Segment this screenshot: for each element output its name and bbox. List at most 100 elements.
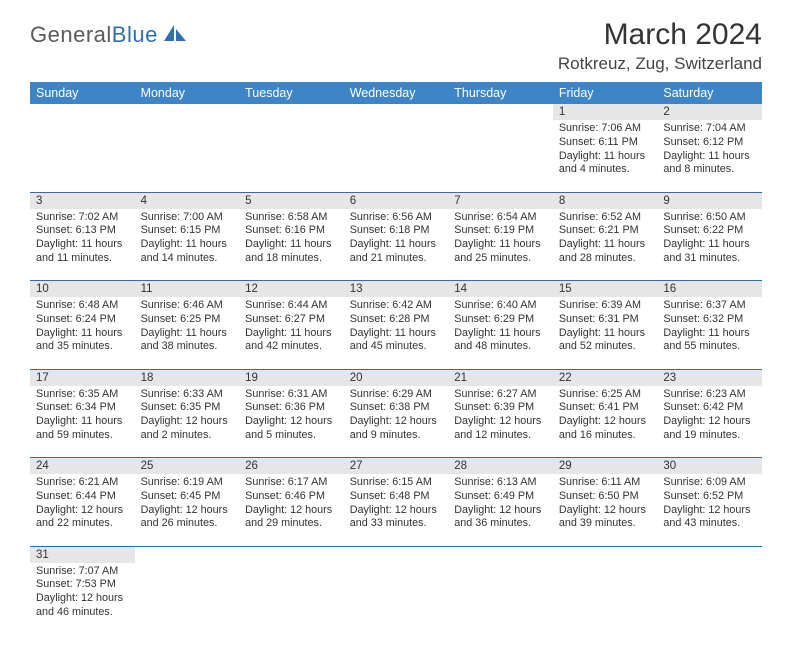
day-body-cell: Sunrise: 6:23 AMSunset: 6:42 PMDaylight:… [657,386,762,458]
day-number-cell: 16 [657,281,762,298]
day-body-cell [239,120,344,192]
day-number-cell: 15 [553,281,658,298]
day-number-cell: 22 [553,369,658,386]
sunrise-text: Sunrise: 6:25 AM [559,388,652,402]
day-detail: Sunrise: 6:31 AMSunset: 6:36 PMDaylight:… [239,386,344,447]
day-body-cell: Sunrise: 6:44 AMSunset: 6:27 PMDaylight:… [239,297,344,369]
day-number-row: 12 [30,104,762,120]
day-detail: Sunrise: 6:42 AMSunset: 6:28 PMDaylight:… [344,297,449,358]
day-body-row: Sunrise: 7:07 AMSunset: 7:53 PMDaylight:… [30,563,762,635]
day-number-cell: 2 [657,104,762,120]
sunrise-text: Sunrise: 6:17 AM [245,476,338,490]
daylight-text: Daylight: 12 hours and 22 minutes. [36,504,129,532]
day-number-cell: 1 [553,104,658,120]
day-detail: Sunrise: 6:23 AMSunset: 6:42 PMDaylight:… [657,386,762,447]
weekday-header: Sunday [30,82,135,104]
daylight-text: Daylight: 11 hours and 52 minutes. [559,327,652,355]
day-body-row: Sunrise: 6:48 AMSunset: 6:24 PMDaylight:… [30,297,762,369]
day-body-cell: Sunrise: 7:04 AMSunset: 6:12 PMDaylight:… [657,120,762,192]
sunset-text: Sunset: 6:49 PM [454,490,547,504]
daylight-text: Daylight: 11 hours and 14 minutes. [141,238,234,266]
sunrise-text: Sunrise: 6:48 AM [36,299,129,313]
daylight-text: Daylight: 11 hours and 31 minutes. [663,238,756,266]
day-detail: Sunrise: 6:19 AMSunset: 6:45 PMDaylight:… [135,474,240,535]
sunrise-text: Sunrise: 6:39 AM [559,299,652,313]
sunset-text: Sunset: 6:31 PM [559,313,652,327]
header: General Blue March 2024 Rotkreuz, Zug, S… [30,18,762,74]
day-body-cell: Sunrise: 6:42 AMSunset: 6:28 PMDaylight:… [344,297,449,369]
daylight-text: Daylight: 12 hours and 43 minutes. [663,504,756,532]
weekday-header: Monday [135,82,240,104]
daylight-text: Daylight: 11 hours and 11 minutes. [36,238,129,266]
day-body-cell: Sunrise: 6:15 AMSunset: 6:48 PMDaylight:… [344,474,449,546]
day-body-cell: Sunrise: 6:33 AMSunset: 6:35 PMDaylight:… [135,386,240,458]
day-number-cell: 8 [553,192,658,209]
day-body-cell: Sunrise: 6:13 AMSunset: 6:49 PMDaylight:… [448,474,553,546]
day-number-cell [344,104,449,120]
day-body-cell: Sunrise: 6:40 AMSunset: 6:29 PMDaylight:… [448,297,553,369]
daylight-text: Daylight: 12 hours and 2 minutes. [141,415,234,443]
day-detail: Sunrise: 6:58 AMSunset: 6:16 PMDaylight:… [239,209,344,270]
daylight-text: Daylight: 12 hours and 26 minutes. [141,504,234,532]
logo-sail-icon [162,23,188,48]
day-number-cell: 30 [657,458,762,475]
day-body-cell: Sunrise: 6:25 AMSunset: 6:41 PMDaylight:… [553,386,658,458]
sunset-text: Sunset: 6:15 PM [141,224,234,238]
sunrise-text: Sunrise: 6:46 AM [141,299,234,313]
day-detail: Sunrise: 6:27 AMSunset: 6:39 PMDaylight:… [448,386,553,447]
day-body-cell: Sunrise: 6:31 AMSunset: 6:36 PMDaylight:… [239,386,344,458]
sunset-text: Sunset: 6:11 PM [559,136,652,150]
sunset-text: Sunset: 6:44 PM [36,490,129,504]
sunset-text: Sunset: 6:45 PM [141,490,234,504]
weekday-header-row: SundayMondayTuesdayWednesdayThursdayFrid… [30,82,762,104]
day-detail: Sunrise: 6:54 AMSunset: 6:19 PMDaylight:… [448,209,553,270]
day-number-cell: 24 [30,458,135,475]
daylight-text: Daylight: 12 hours and 12 minutes. [454,415,547,443]
sunrise-text: Sunrise: 6:29 AM [350,388,443,402]
daylight-text: Daylight: 12 hours and 36 minutes. [454,504,547,532]
day-body-cell: Sunrise: 6:19 AMSunset: 6:45 PMDaylight:… [135,474,240,546]
day-number-cell: 5 [239,192,344,209]
day-number-cell [135,546,240,563]
day-detail: Sunrise: 6:29 AMSunset: 6:38 PMDaylight:… [344,386,449,447]
sunrise-text: Sunrise: 6:37 AM [663,299,756,313]
logo: General Blue [30,22,188,48]
calendar-table: SundayMondayTuesdayWednesdayThursdayFrid… [30,82,762,635]
sunrise-text: Sunrise: 7:04 AM [663,122,756,136]
sunset-text: Sunset: 6:16 PM [245,224,338,238]
day-body-cell [135,563,240,635]
sunset-text: Sunset: 6:48 PM [350,490,443,504]
day-detail: Sunrise: 7:02 AMSunset: 6:13 PMDaylight:… [30,209,135,270]
day-body-cell: Sunrise: 6:17 AMSunset: 6:46 PMDaylight:… [239,474,344,546]
day-body-cell: Sunrise: 7:02 AMSunset: 6:13 PMDaylight:… [30,209,135,281]
sunset-text: Sunset: 6:19 PM [454,224,547,238]
sunrise-text: Sunrise: 6:44 AM [245,299,338,313]
daylight-text: Daylight: 11 hours and 59 minutes. [36,415,129,443]
day-number-cell: 29 [553,458,658,475]
day-body-row: Sunrise: 6:35 AMSunset: 6:34 PMDaylight:… [30,386,762,458]
day-body-cell: Sunrise: 6:58 AMSunset: 6:16 PMDaylight:… [239,209,344,281]
sunset-text: Sunset: 6:32 PM [663,313,756,327]
day-detail: Sunrise: 6:44 AMSunset: 6:27 PMDaylight:… [239,297,344,358]
daylight-text: Daylight: 11 hours and 4 minutes. [559,150,652,178]
sunset-text: Sunset: 6:52 PM [663,490,756,504]
day-body-row: Sunrise: 6:21 AMSunset: 6:44 PMDaylight:… [30,474,762,546]
sunrise-text: Sunrise: 6:09 AM [663,476,756,490]
daylight-text: Daylight: 12 hours and 5 minutes. [245,415,338,443]
day-body-cell [30,120,135,192]
day-detail: Sunrise: 6:39 AMSunset: 6:31 PMDaylight:… [553,297,658,358]
daylight-text: Daylight: 11 hours and 45 minutes. [350,327,443,355]
day-body-cell [448,563,553,635]
day-detail: Sunrise: 7:04 AMSunset: 6:12 PMDaylight:… [657,120,762,181]
daylight-text: Daylight: 12 hours and 19 minutes. [663,415,756,443]
sunset-text: Sunset: 6:25 PM [141,313,234,327]
sunrise-text: Sunrise: 6:11 AM [559,476,652,490]
daylight-text: Daylight: 11 hours and 18 minutes. [245,238,338,266]
day-detail: Sunrise: 7:00 AMSunset: 6:15 PMDaylight:… [135,209,240,270]
sunset-text: Sunset: 6:41 PM [559,401,652,415]
day-detail: Sunrise: 6:15 AMSunset: 6:48 PMDaylight:… [344,474,449,535]
day-body-cell: Sunrise: 7:07 AMSunset: 7:53 PMDaylight:… [30,563,135,635]
day-body-cell: Sunrise: 6:50 AMSunset: 6:22 PMDaylight:… [657,209,762,281]
day-body-cell: Sunrise: 6:35 AMSunset: 6:34 PMDaylight:… [30,386,135,458]
day-detail: Sunrise: 6:52 AMSunset: 6:21 PMDaylight:… [553,209,658,270]
